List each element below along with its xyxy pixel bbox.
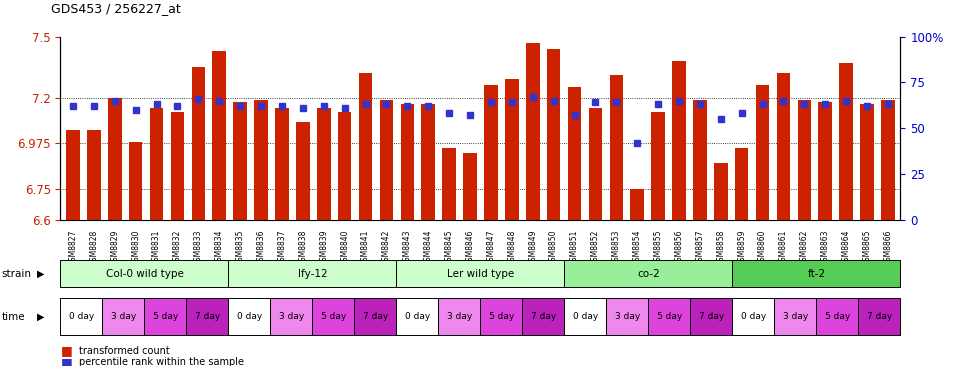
Text: 0 day: 0 day	[237, 312, 262, 321]
Text: strain: strain	[2, 269, 32, 279]
Text: 5 day: 5 day	[153, 312, 179, 321]
Text: lfy-12: lfy-12	[298, 269, 327, 279]
Bar	[881, 100, 895, 220]
Text: 5 day: 5 day	[825, 312, 851, 321]
Text: ▶: ▶	[36, 269, 44, 279]
Bar	[819, 102, 832, 220]
Text: 7 day: 7 day	[699, 312, 724, 321]
Text: ft-2: ft-2	[807, 269, 826, 279]
Bar	[798, 100, 811, 220]
Text: ▶: ▶	[36, 311, 44, 322]
Bar	[254, 100, 268, 220]
Bar	[526, 43, 540, 220]
Text: 7 day: 7 day	[867, 312, 892, 321]
Text: 0 day: 0 day	[405, 312, 430, 321]
Bar	[171, 112, 184, 220]
Text: GDS453 / 256227_at: GDS453 / 256227_at	[51, 1, 180, 15]
Bar	[610, 75, 623, 220]
Bar	[693, 100, 707, 220]
Bar	[567, 87, 582, 220]
Bar	[296, 122, 310, 220]
Bar	[860, 104, 874, 220]
Text: 3 day: 3 day	[782, 312, 808, 321]
Text: 7 day: 7 day	[363, 312, 388, 321]
Bar	[317, 108, 330, 220]
Text: Ler wild type: Ler wild type	[446, 269, 515, 279]
Text: ■: ■	[60, 344, 72, 357]
Text: 3 day: 3 day	[278, 312, 304, 321]
Text: 5 day: 5 day	[321, 312, 347, 321]
Bar	[233, 102, 247, 220]
Bar	[651, 112, 665, 220]
Bar	[588, 108, 602, 220]
Bar	[276, 108, 289, 220]
Bar	[212, 51, 226, 220]
Bar	[379, 100, 394, 220]
Text: 7 day: 7 day	[531, 312, 556, 321]
Bar	[443, 149, 456, 220]
Bar	[359, 73, 372, 220]
Text: 5 day: 5 day	[489, 312, 515, 321]
Bar	[672, 61, 685, 220]
Text: time: time	[2, 311, 26, 322]
Bar	[839, 63, 852, 220]
Bar	[400, 104, 414, 220]
Bar	[192, 67, 205, 220]
Text: 3 day: 3 day	[110, 312, 136, 321]
Bar	[547, 49, 561, 220]
Bar	[777, 73, 790, 220]
Bar	[631, 189, 644, 220]
Bar	[108, 98, 122, 220]
Text: 0 day: 0 day	[573, 312, 598, 321]
Text: 0 day: 0 day	[741, 312, 766, 321]
Bar	[505, 79, 518, 220]
Text: 7 day: 7 day	[195, 312, 220, 321]
Text: 0 day: 0 day	[69, 312, 94, 321]
Text: Col-0 wild type: Col-0 wild type	[106, 269, 183, 279]
Bar	[714, 163, 728, 220]
Bar	[66, 130, 80, 220]
Bar	[756, 85, 769, 220]
Text: transformed count: transformed count	[79, 346, 170, 356]
Text: percentile rank within the sample: percentile rank within the sample	[79, 357, 244, 366]
Bar	[464, 153, 477, 220]
Bar	[484, 85, 497, 220]
Bar	[735, 149, 749, 220]
Text: 3 day: 3 day	[614, 312, 640, 321]
Bar	[87, 130, 101, 220]
Bar	[338, 112, 351, 220]
Bar	[129, 142, 142, 220]
Text: co-2: co-2	[637, 269, 660, 279]
Bar	[421, 104, 435, 220]
Text: 5 day: 5 day	[657, 312, 683, 321]
Text: ■: ■	[60, 356, 72, 366]
Text: 3 day: 3 day	[446, 312, 472, 321]
Bar	[150, 108, 163, 220]
